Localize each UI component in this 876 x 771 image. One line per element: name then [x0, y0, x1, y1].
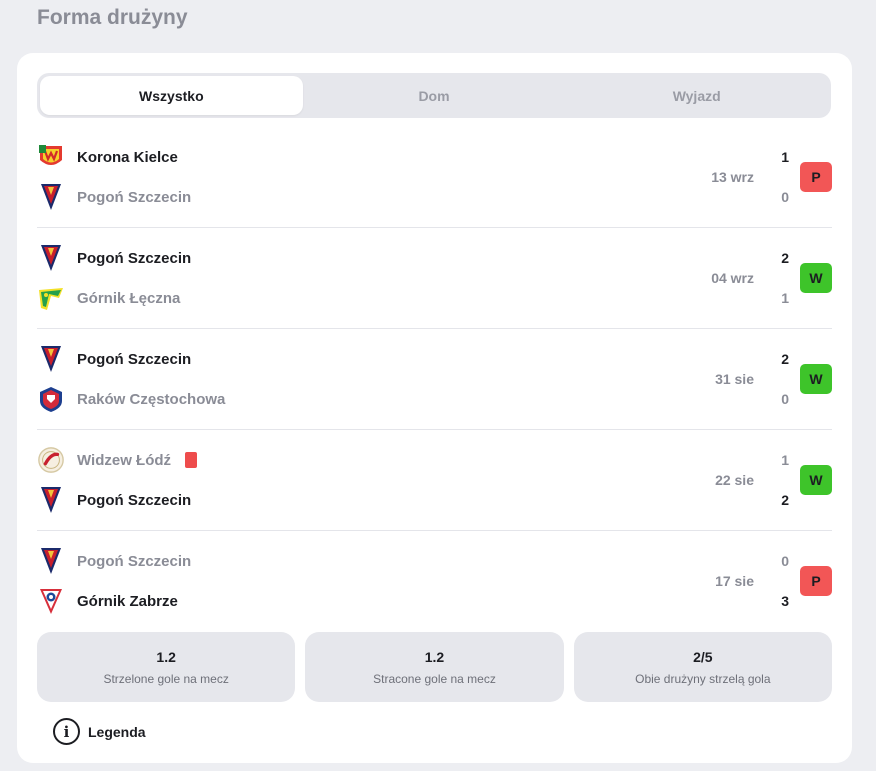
home-team: Pogoń Szczecin: [37, 243, 191, 273]
home-team-name: Widzew Łódź: [77, 451, 172, 469]
korona-kielce-logo: [37, 143, 65, 171]
away-team-name: Pogoń Szczecin: [77, 491, 192, 509]
home-score: 2: [781, 351, 789, 367]
widzew-lodz-logo: [37, 446, 65, 474]
home-team: Korona Kielce: [37, 142, 178, 172]
home-team-name: Pogoń Szczecin: [77, 350, 192, 368]
home-team: Pogoń Szczecin: [37, 344, 191, 374]
stat-label: Strzelone gole na mecz: [103, 671, 229, 686]
pogon-szczecin-logo: [37, 345, 65, 373]
home-team-name: Pogoń Szczecin: [77, 552, 192, 570]
result-badge: W: [800, 465, 832, 495]
match-row[interactable]: Pogoń Szczecin Górnik Zabrze 0 3 17 sie …: [37, 531, 832, 632]
legend-label: Legenda: [88, 723, 146, 740]
result-badge: P: [800, 162, 832, 192]
match-date: 04 wrz: [711, 270, 754, 286]
match-date: 13 wrz: [711, 169, 754, 185]
stat-value: 1.2: [156, 648, 176, 665]
away-team: Raków Częstochowa: [37, 384, 225, 414]
pogon-szczecin-logo: [37, 183, 65, 211]
home-score: 2: [781, 250, 789, 266]
stat-goals-conceded: 1.2 Stracone gole na mecz: [305, 632, 564, 702]
stat-label: Obie drużyny strzelą gola: [635, 671, 771, 686]
match-date: 31 sie: [715, 371, 754, 387]
away-team: Pogoń Szczecin: [37, 485, 191, 515]
home-team: Pogoń Szczecin: [37, 546, 191, 576]
team-form-card: Wszystko Dom Wyjazd Korona Kielce Pogoń …: [17, 53, 852, 763]
pogon-szczecin-logo: [37, 547, 65, 575]
home-team-name: Korona Kielce: [77, 148, 178, 166]
stat-goals-scored: 1.2 Strzelone gole na mecz: [37, 632, 296, 702]
match-row[interactable]: Korona Kielce Pogoń Szczecin 1 0 13 wrz …: [37, 127, 832, 228]
match-row[interactable]: Pogoń Szczecin Górnik Łęczna 2 1 04 wrz …: [37, 228, 832, 329]
home-score: 1: [781, 149, 789, 165]
result-badge: P: [800, 566, 832, 596]
tab-away[interactable]: Wyjazd: [672, 87, 721, 104]
away-team-name: Górnik Zabrze: [77, 592, 178, 610]
rakow-czestochowa-logo: [37, 385, 65, 413]
home-team-name: Pogoń Szczecin: [77, 249, 192, 267]
stat-value: 1.2: [424, 648, 445, 665]
away-score: 1: [781, 290, 789, 306]
match-list: Korona Kielce Pogoń Szczecin 1 0 13 wrz …: [17, 127, 852, 632]
pogon-szczecin-logo: [37, 486, 65, 514]
info-icon: i: [53, 718, 80, 745]
legend-button[interactable]: i Legenda: [53, 718, 146, 745]
away-team-name: Pogoń Szczecin: [77, 188, 192, 206]
page-title: Forma drużyny: [37, 6, 188, 29]
stat-label: Stracone gole na mecz: [373, 671, 496, 686]
away-score: 3: [781, 593, 789, 609]
away-team: Górnik Łęczna: [37, 283, 180, 313]
away-score: 0: [781, 391, 789, 407]
match-date: 22 sie: [715, 472, 754, 488]
away-team-name: Raków Częstochowa: [77, 390, 226, 408]
home-score: 1: [781, 452, 789, 468]
stat-value: 2/5: [693, 648, 713, 665]
match-row[interactable]: Pogoń Szczecin Raków Częstochowa 2 0 31 …: [37, 329, 832, 430]
result-badge: W: [800, 263, 832, 293]
red-card-icon: [185, 452, 198, 468]
away-score: 0: [781, 189, 789, 205]
tab-home[interactable]: Dom: [418, 87, 450, 104]
home-score: 0: [781, 553, 789, 569]
result-badge: W: [800, 364, 832, 394]
gornik-leczna-logo: [37, 284, 65, 312]
away-team: Górnik Zabrze: [37, 586, 178, 616]
match-row[interactable]: Widzew Łódź Pogoń Szczecin 1 2 22 sie W: [37, 430, 832, 531]
away-team-name: Górnik Łęczna: [77, 289, 181, 307]
home-team: Widzew Łódź: [37, 445, 198, 475]
match-date: 17 sie: [715, 573, 754, 589]
stats-row: 1.2 Strzelone gole na mecz 1.2 Stracone …: [37, 632, 832, 702]
tab-all[interactable]: Wszystko: [40, 76, 303, 115]
gornik-zabrze-logo: [37, 587, 65, 615]
pogon-szczecin-logo: [37, 244, 65, 272]
filter-tabs: Wszystko Dom Wyjazd: [37, 73, 831, 118]
away-score: 2: [781, 492, 789, 508]
away-team: Pogoń Szczecin: [37, 182, 191, 212]
stat-both-teams-score: 2/5 Obie drużyny strzelą gola: [573, 632, 832, 702]
